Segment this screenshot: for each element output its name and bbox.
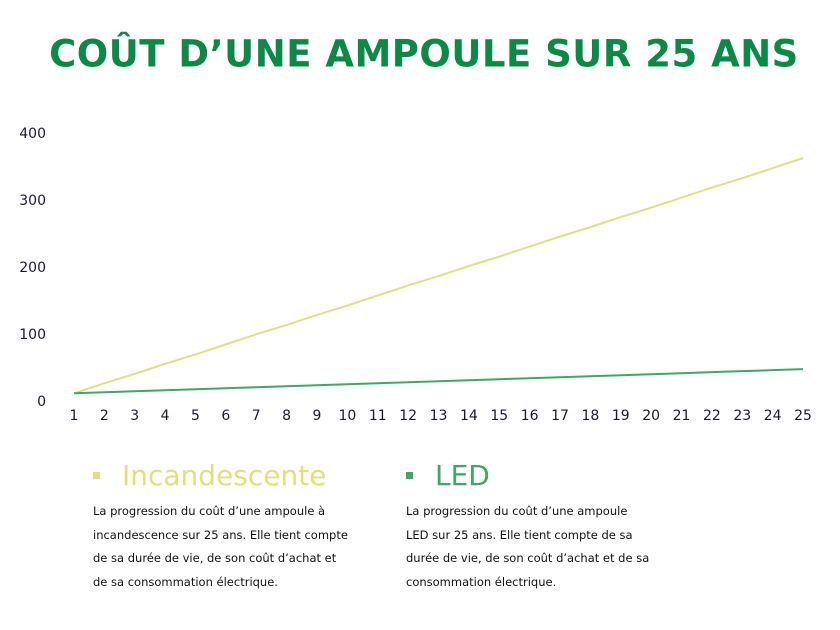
x-tick-label: 17	[551, 408, 569, 424]
x-tick-label: 18	[581, 408, 599, 424]
y-tick-label: 400	[19, 126, 46, 142]
y-tick-label: 0	[37, 394, 46, 410]
x-tick-label: 14	[460, 408, 478, 424]
legend-head: Incandescente	[93, 456, 353, 494]
x-tick-label: 13	[430, 408, 448, 424]
x-tick-label: 9	[313, 408, 322, 424]
y-tick-label: 200	[19, 260, 46, 276]
legend-item: LED La progression du coût d’une ampoule…	[406, 456, 651, 594]
x-tick-label: 25	[794, 408, 812, 424]
x-tick-label: 15	[490, 408, 508, 424]
x-tick-label: 2	[100, 408, 109, 424]
chart-title: COÛT D’UNE AMPOULE SUR 25 ANS	[49, 32, 799, 76]
x-tick-label: 5	[191, 408, 200, 424]
x-tick-label: 21	[673, 408, 691, 424]
x-tick-label: 6	[221, 408, 230, 424]
series-line	[73, 368, 804, 395]
series-line	[73, 157, 804, 395]
x-tick-label: 22	[703, 408, 721, 424]
x-tick-label: 8	[282, 408, 291, 424]
x-tick-label: 11	[369, 408, 387, 424]
legend-marker	[93, 471, 100, 479]
x-tick-label: 1	[70, 408, 79, 424]
legend-description: La progression du coût d’une ampoule à i…	[93, 504, 348, 589]
x-tick-label: 10	[338, 408, 356, 424]
x-tick-label: 3	[130, 408, 139, 424]
legend-head: LED	[406, 456, 651, 494]
x-tick-label: 20	[642, 408, 660, 424]
y-tick-label: 300	[19, 193, 46, 209]
legend-label: LED	[435, 458, 490, 492]
legend-marker	[406, 471, 413, 479]
x-tick-label: 12	[399, 408, 417, 424]
legend-label: Incandescente	[122, 458, 327, 492]
x-tick-label: 19	[612, 408, 630, 424]
x-tick-label: 7	[252, 408, 261, 424]
y-tick-label: 100	[19, 327, 46, 343]
x-tick-label: 23	[733, 408, 751, 424]
legend-description: La progression du coût d’une ampoule LED…	[406, 504, 650, 589]
legend-item: Incandescente La progression du coût d’u…	[93, 456, 353, 594]
x-tick-label: 16	[521, 408, 539, 424]
x-tick-label: 4	[161, 408, 170, 424]
x-tick-label: 24	[764, 408, 782, 424]
